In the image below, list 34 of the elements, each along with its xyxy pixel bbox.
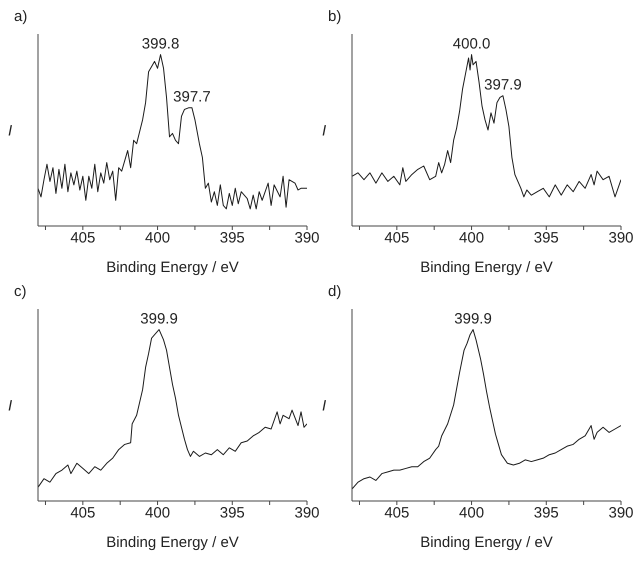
- x-tick-label: 395: [220, 504, 245, 522]
- x-tick-label: 390: [608, 230, 634, 247]
- x-axis-title: Binding Energy / eV: [420, 534, 553, 551]
- x-axis-title: Binding Energy / eV: [420, 259, 553, 276]
- x-tick-label: 395: [534, 230, 559, 247]
- y-axis-title: I: [322, 397, 326, 414]
- x-tick-label: 390: [294, 230, 320, 247]
- annotation: 400.0: [452, 36, 490, 53]
- annotation: 399.8: [142, 36, 180, 53]
- x-tick-label: 405: [70, 230, 96, 247]
- chart-title: c): [14, 283, 26, 300]
- annotation: 399.9: [140, 310, 178, 328]
- x-tick-label: 390: [608, 504, 634, 522]
- x-axis-title: Binding Energy / eV: [106, 534, 239, 551]
- x-tick-label: 400: [459, 504, 484, 522]
- annotation: 399.9: [454, 310, 492, 328]
- x-tick-label: 395: [220, 230, 245, 247]
- y-axis-title: I: [322, 122, 326, 140]
- y-axis-title: I: [8, 397, 12, 414]
- chart-title: a): [14, 8, 28, 25]
- x-axis-title: Binding Energy / eV: [106, 259, 239, 276]
- x-tick-label: 400: [145, 230, 170, 247]
- x-tick-label: 405: [70, 504, 96, 522]
- x-tick-label: 405: [384, 504, 410, 522]
- y-axis-title: I: [8, 122, 12, 140]
- x-tick-label: 400: [459, 230, 484, 247]
- x-tick-label: 390: [294, 504, 320, 522]
- annotation: 397.9: [484, 76, 522, 94]
- x-tick-label: 400: [145, 504, 170, 522]
- chart-title: b): [328, 8, 342, 25]
- x-tick-label: 405: [384, 230, 410, 247]
- chart-title: d): [328, 283, 342, 300]
- x-tick-label: 395: [534, 504, 559, 522]
- annotation: 397.7: [173, 88, 211, 106]
